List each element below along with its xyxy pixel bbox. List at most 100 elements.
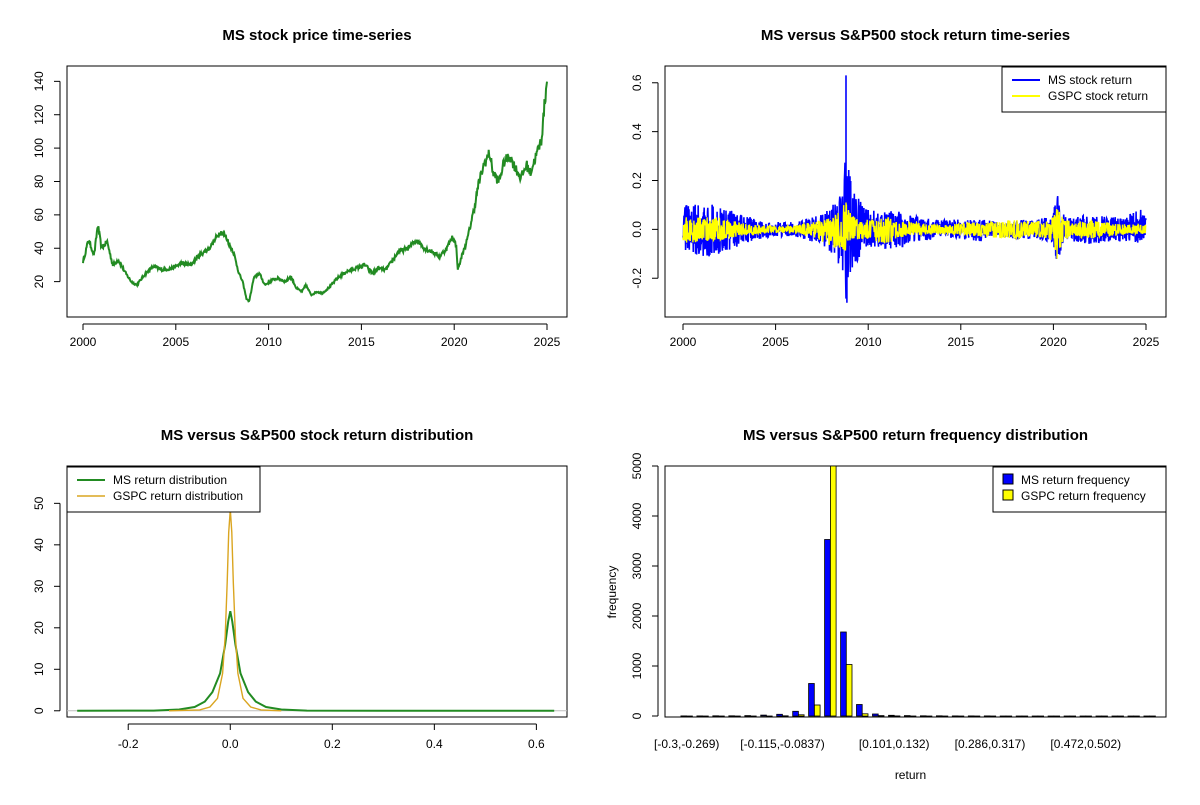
y-tick-label-0-1: 40 — [32, 241, 46, 255]
bar-ms-23 — [1047, 715, 1055, 718]
bar-gspc-26 — [1101, 715, 1108, 718]
x-tick-label-0-3: 2015 — [348, 335, 375, 349]
bar-gspc-27 — [1117, 715, 1124, 718]
legend-box-2 — [66, 466, 261, 513]
bar-gspc-7 — [798, 714, 805, 717]
bar-gspc-24 — [1069, 715, 1077, 718]
bar-gspc-18 — [973, 715, 981, 718]
y-tick-label-3-0: 0 — [630, 712, 644, 719]
legend-swatch-3-1 — [1002, 489, 1014, 501]
bar-gspc-0 — [686, 715, 693, 718]
y-tick-label-3-3: 3000 — [630, 552, 644, 579]
x-tick-label-3-13: [0.101,0.132) — [859, 737, 930, 751]
bar-ms-14 — [904, 715, 911, 717]
chart-title-1: MS versus S&P500 stock return time-serie… — [761, 27, 1070, 44]
x-tick-label-0-4: 2020 — [441, 335, 468, 349]
x-tick-label-2-3: 0.4 — [426, 737, 443, 751]
bar-gspc-9 — [830, 465, 837, 717]
y-tick-label-2-0: 0 — [32, 707, 46, 714]
y-tick-label-3-1: 1000 — [630, 652, 644, 679]
bar-gspc-6 — [782, 715, 789, 717]
plot-frame-0 — [66, 65, 568, 318]
bar-gspc-14 — [909, 715, 917, 718]
bar-ms-8 — [808, 683, 815, 717]
bar-gspc-25 — [1085, 715, 1092, 718]
legend-label-1-0: MS stock return — [1048, 73, 1132, 87]
legend-box-3 — [992, 466, 1167, 513]
bar-ms-11 — [856, 704, 863, 717]
x-tick-label-3-25: [0.472,0.502) — [1050, 737, 1121, 751]
bar-gspc-13 — [893, 715, 901, 717]
bar-ms-1 — [696, 715, 704, 717]
y-tick-label-3-5: 5000 — [630, 452, 644, 479]
bar-gspc-2 — [718, 715, 725, 718]
bar-gspc-5 — [766, 715, 773, 718]
chart-title-2: MS versus S&P500 stock return distributi… — [161, 427, 474, 444]
bar-gspc-22 — [1037, 715, 1045, 718]
bar-ms-2 — [712, 715, 719, 717]
bar-ms-29 — [1143, 715, 1151, 718]
y-tick-label-0-0: 20 — [32, 275, 46, 289]
y-tick-label-3-2: 2000 — [630, 602, 644, 629]
bar-ms-20 — [999, 715, 1007, 718]
x-tick-label-2-1: 0.0 — [222, 737, 239, 751]
bar-ms-12 — [872, 713, 879, 717]
bar-ms-15 — [920, 715, 927, 717]
bar-ms-0 — [680, 715, 688, 717]
y-tick-label-2-5: 50 — [32, 496, 46, 510]
bar-ms-25 — [1079, 715, 1087, 718]
return-chart: MS versus S&P500 stock return time-serie… — [630, 27, 1167, 349]
legend-swatch-3-0 — [1002, 473, 1014, 485]
y-tick-label-0-4: 100 — [32, 138, 46, 158]
bar-gspc-4 — [750, 715, 757, 718]
x-tick-label-1-5: 2025 — [1133, 335, 1160, 349]
x-tick-label-1-0: 2000 — [670, 335, 697, 349]
y-tick-label-0-6: 140 — [32, 71, 46, 91]
x-tick-label-1-2: 2010 — [855, 335, 882, 349]
bar-ms-16 — [936, 715, 943, 717]
chart-title-0: MS stock price time-series — [222, 27, 411, 44]
bar-gspc-3 — [734, 715, 741, 718]
y-tick-label-1-3: 0.4 — [630, 123, 644, 140]
y-tick-label-1-2: 0.2 — [630, 172, 644, 189]
y-tick-label-2-1: 10 — [32, 662, 46, 676]
frequency-chart: MS versus S&P500 return frequency distri… — [605, 427, 1167, 782]
legend-label-2-0: MS return distribution — [113, 473, 227, 487]
bar-ms-10 — [840, 631, 847, 717]
price-series-line — [82, 81, 548, 303]
bar-gspc-21 — [1021, 715, 1029, 718]
x-tick-label-1-4: 2020 — [1040, 335, 1067, 349]
bar-ms-19 — [983, 715, 991, 717]
x-tick-label-0-5: 2025 — [534, 335, 561, 349]
x-tick-label-3-0: [-0.3,-0.269) — [654, 737, 719, 751]
bar-ms-26 — [1095, 715, 1103, 718]
y-tick-label-1-0: -0.2 — [630, 268, 644, 289]
y-tick-label-0-2: 60 — [32, 208, 46, 222]
bar-ms-9 — [824, 539, 831, 717]
bar-gspc-19 — [989, 715, 997, 718]
bar-ms-6 — [776, 713, 783, 717]
bar-gspc-16 — [941, 715, 949, 718]
legend-label-1-1: GSPC stock return — [1048, 89, 1148, 103]
x-tick-label-2-4: 0.6 — [528, 737, 545, 751]
bar-gspc-8 — [814, 704, 821, 717]
legend-label-3-1: GSPC return frequency — [1021, 489, 1146, 503]
price-chart: MS stock price time-series 20 40 60 80 100 120… — [32, 27, 568, 349]
x-tick-label-2-2: 0.2 — [324, 737, 341, 751]
bar-ms-24 — [1063, 715, 1071, 718]
y-tick-label-2-3: 30 — [32, 579, 46, 593]
bar-gspc-23 — [1053, 715, 1061, 718]
bar-gspc-29 — [1149, 715, 1156, 718]
bar-ms-27 — [1111, 715, 1119, 718]
bar-ms-3 — [728, 715, 735, 717]
x-tick-label-3-19: [0.286,0.317) — [955, 737, 1026, 751]
bar-gspc-20 — [1005, 715, 1013, 718]
density-series-ms — [77, 611, 555, 712]
y-tick-label-1-4: 0.6 — [630, 74, 644, 91]
x-tick-label-3-6: [-0.115,-0.0837) — [740, 737, 825, 751]
x-axis-label-3: return — [895, 768, 926, 782]
x-tick-label-0-2: 2010 — [255, 335, 282, 349]
y-tick-label-0-5: 120 — [32, 104, 46, 124]
y-tick-label-0-3: 80 — [32, 174, 46, 188]
bar-ms-7 — [792, 710, 799, 717]
